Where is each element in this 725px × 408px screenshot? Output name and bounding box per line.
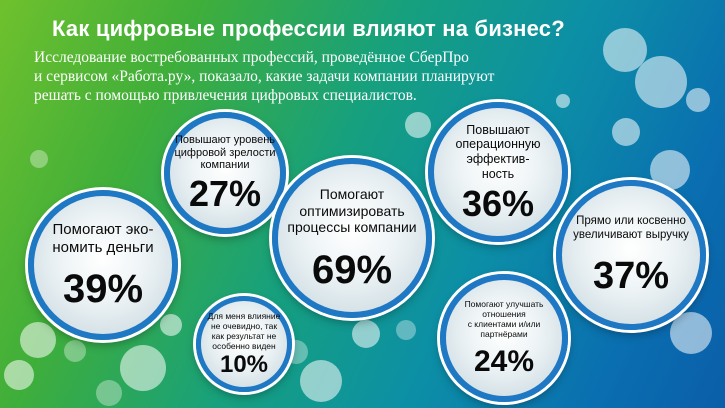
- stat-label: Повышают уровень цифровой зрелости компа…: [174, 134, 275, 173]
- stat-bubble-optimize-processes: Помогают оптимизировать процессы компани…: [272, 158, 432, 318]
- subtitle-line: и сервисом «Работа.ру», показало, какие …: [34, 68, 495, 85]
- stat-label-line: с клиентами и/или: [467, 319, 541, 329]
- decorative-circle: [603, 28, 647, 72]
- decorative-circle: [686, 88, 710, 112]
- stat-label-line: как результат не: [211, 331, 277, 341]
- stat-label: Повышают операционную эффектив- ность: [455, 123, 540, 182]
- stat-percent: 37%: [592, 254, 670, 297]
- stat-label: Прямо или косвенно увеличивают выручку: [573, 215, 689, 242]
- decorative-circle: [405, 112, 431, 138]
- stat-percent: 39%: [62, 266, 144, 311]
- decorative-circle: [396, 320, 416, 340]
- stat-label-line: эффектив-: [466, 152, 530, 166]
- stat-label: Помогают улучшать отношения с клиентами …: [465, 299, 544, 339]
- stat-percent: 10%: [219, 351, 269, 379]
- stat-percent: 27%: [188, 173, 262, 215]
- stat-label-line: особенно виден: [212, 341, 276, 352]
- stat-label-line: Прямо или косвенно: [576, 215, 686, 228]
- stat-label: Для меня влияние не очевидно, так как ре…: [208, 311, 281, 351]
- stat-label-line: увеличивают выручку: [573, 229, 689, 241]
- stat-percent: 36%: [461, 182, 535, 224]
- decorative-circle: [300, 360, 342, 402]
- decorative-circle: [30, 150, 48, 168]
- stat-bubble-revenue: Прямо или косвенно увеличивают выручку 3…: [556, 180, 706, 330]
- decorative-circle: [64, 340, 86, 362]
- stat-bubble-operational-efficiency: Повышают операционную эффектив- ность 36…: [428, 102, 568, 242]
- stat-label-line: компании: [200, 159, 250, 172]
- stat-label-line: Помогают эко-: [52, 221, 154, 239]
- decorative-circle: [96, 380, 122, 406]
- stat-bubble-client-relations: Помогают улучшать отношения с клиентами …: [440, 274, 568, 402]
- stat-label-line: операционную: [455, 137, 541, 152]
- stat-label-line: номить деньги: [52, 239, 154, 256]
- stat-label-line: Повышают уровень: [174, 133, 276, 146]
- decorative-circle: [20, 322, 56, 358]
- stat-percent: 24%: [473, 345, 535, 379]
- decorative-circle: [670, 312, 712, 354]
- stat-label-line: Для меня влияние: [207, 310, 281, 321]
- decorative-circle: [650, 150, 690, 190]
- stat-bubble-save-money: Помогают эко- номить деньги 39%: [28, 190, 178, 340]
- stat-label-line: Повышают: [466, 122, 530, 137]
- stat-label-line: Помогают улучшать: [464, 298, 544, 309]
- decorative-circle: [635, 56, 687, 108]
- stat-label-line: ность: [481, 166, 515, 181]
- decorative-circle: [120, 345, 166, 391]
- decorative-circle: [160, 314, 182, 336]
- stat-percent: 69%: [311, 247, 393, 292]
- decorative-circle: [556, 94, 570, 108]
- decorative-circle: [612, 118, 640, 146]
- stat-label-line: оптимизировать: [299, 202, 405, 219]
- stat-label-line: цифровой зрелости: [174, 146, 276, 159]
- stat-label-line: отношения: [482, 308, 526, 319]
- decorative-circle: [4, 360, 34, 390]
- page-title: Как цифровые профессии влияют на бизнес?: [52, 16, 565, 41]
- stat-label: Помогают эко- номить деньги: [52, 221, 153, 256]
- stat-label: Помогают оптимизировать процессы компани…: [287, 186, 416, 236]
- stat-bubble-not-obvious: Для меня влияние не очевидно, так как ре…: [196, 296, 292, 392]
- stat-label-line: Помогают: [319, 186, 385, 203]
- subtitle-line: решать с помощью привлечения цифровых сп…: [34, 87, 417, 104]
- stat-label-line: не очевидно, так: [210, 320, 278, 331]
- stat-label-line: партнёрами: [480, 329, 528, 340]
- subtitle-line: Исследование востребованных профессий, п…: [34, 49, 469, 66]
- page-subtitle: Исследование востребованных профессий, п…: [34, 48, 554, 105]
- decorative-circle: [352, 320, 380, 348]
- stat-label-line: процессы компании: [287, 219, 417, 236]
- stat-bubble-digital-maturity: Повышают уровень цифровой зрелости компа…: [164, 112, 286, 234]
